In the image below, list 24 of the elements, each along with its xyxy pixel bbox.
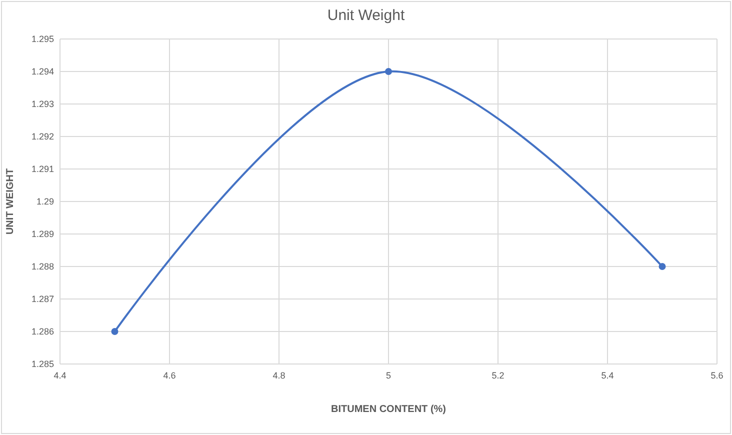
x-tick-label: 4.4 xyxy=(54,370,66,380)
y-tick-label: 1.295 xyxy=(31,34,54,44)
y-tick-label: 1.287 xyxy=(31,294,54,304)
x-tick-label: 5.4 xyxy=(601,370,614,380)
y-tick-label: 1.286 xyxy=(31,326,54,336)
y-tick-label: 1.292 xyxy=(31,131,54,142)
x-tick-label: 5.6 xyxy=(710,370,724,380)
x-tick-label: 4.6 xyxy=(163,370,176,380)
x-axis-title: BITUMEN CONTENT (%) xyxy=(331,404,446,415)
y-tick-label: 1.293 xyxy=(31,98,54,109)
y-tick-label: 1.289 xyxy=(31,228,54,239)
y-tick-label: 1.291 xyxy=(31,164,54,174)
point xyxy=(658,263,666,270)
y-tick-label: 1.285 xyxy=(31,358,54,369)
y-tick-label: 1.288 xyxy=(31,261,54,272)
y-tick-label: 1.294 xyxy=(31,66,54,76)
point xyxy=(111,328,118,335)
x-tick-label: 5 xyxy=(386,370,392,380)
chart-title: Unit Weight xyxy=(327,7,406,24)
y-axis-title: UNIT WEIGHT xyxy=(5,168,16,235)
point xyxy=(385,68,392,75)
y-tick-label: 1.29 xyxy=(36,196,54,206)
x-tick-label: 4.8 xyxy=(272,370,286,380)
x-tick-label: 5.2 xyxy=(492,370,504,380)
